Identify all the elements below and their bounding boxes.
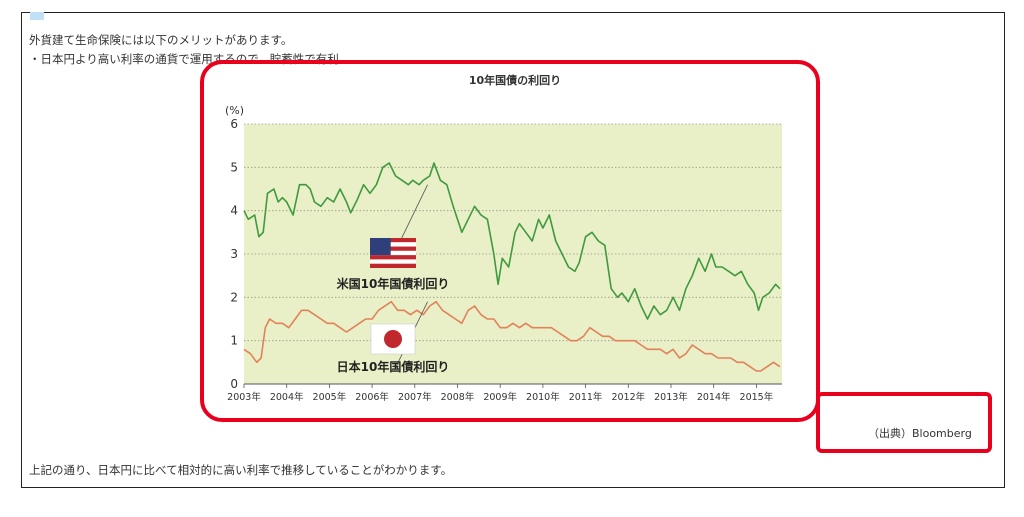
chart-highlight-box <box>200 60 820 422</box>
series-line-us <box>243 162 781 320</box>
flag-stripe <box>370 259 416 264</box>
flag-canton <box>370 238 391 256</box>
x-tick-label: 2004年 <box>270 391 304 403</box>
flag-stripe <box>370 238 416 243</box>
y-tick-label: 0 <box>230 377 238 391</box>
x-tick-label: 2010年 <box>526 391 560 403</box>
x-tick-label: 2015年 <box>740 391 774 403</box>
section-marker <box>30 12 44 20</box>
x-tick-label: 2009年 <box>483 391 517 403</box>
us-series-label: 米国10年国債利回り <box>337 276 450 291</box>
y-tick-label: 2 <box>230 290 238 304</box>
flag-stripe <box>370 250 416 256</box>
y-tick-label: 6 <box>230 117 238 131</box>
y-axis-label: (%) <box>225 104 244 117</box>
japan-flag-sun <box>384 330 402 348</box>
y-tick-label: 3 <box>230 247 238 261</box>
y-tick-label: 5 <box>230 160 238 174</box>
x-tick-label: 2005年 <box>313 391 347 403</box>
x-tick-label: 2013年 <box>654 391 688 403</box>
flag-stripe <box>370 263 416 268</box>
x-tick-label: 2014年 <box>697 391 731 403</box>
yield-chart: 10年国債の利回り (%) 0 1 2 3 4 5 6 2003年 2004年 2005年 2006… <box>200 62 820 422</box>
series-layer <box>243 162 781 372</box>
intro-text: 外貨建て生命保険には以下のメリットがあります。 <box>29 33 293 47</box>
series-line-japan <box>243 300 781 372</box>
chart-title: 10年国債の利回り <box>469 73 561 87</box>
x-tick-label: 2008年 <box>441 391 475 403</box>
x-tick-label: 2003年 <box>227 391 261 403</box>
x-tick-label: 2007年 <box>398 391 432 403</box>
flag-stripe <box>370 246 416 251</box>
x-tick-label: 2011年 <box>569 391 603 403</box>
source-highlight-box <box>816 392 992 453</box>
flag-stripe <box>370 242 416 247</box>
japan-series-label: 日本10年国債利回り <box>337 359 450 374</box>
y-tick-label: 4 <box>230 204 238 218</box>
japan-flag <box>370 323 416 355</box>
conclusion-text: 上記の通り、日本円に比べて相対的に高い利率で推移していることがわかります。 <box>29 463 453 477</box>
x-tick-label: 2012年 <box>611 391 645 403</box>
source-credit: （出典）Bloomberg <box>868 427 972 440</box>
us-flag <box>370 238 416 268</box>
x-tick-label: 2006年 <box>355 391 389 403</box>
chart-svg: 10年国債の利回り (%) 0 1 2 3 4 5 6 2003年 2004年 2005年 2006… <box>225 73 782 403</box>
plot-area: 0 1 2 3 4 5 6 2003年 2004年 2005年 2006年 2007年 2008年 200… <box>227 117 782 403</box>
y-tick-label: 1 <box>230 334 238 348</box>
flag-stripe <box>370 255 416 260</box>
